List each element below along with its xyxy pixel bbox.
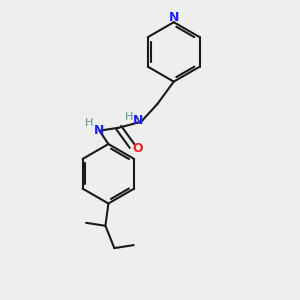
Text: N: N	[169, 11, 179, 24]
Text: H: H	[85, 118, 93, 128]
Text: H: H	[124, 112, 133, 122]
Text: O: O	[133, 142, 143, 155]
Text: N: N	[133, 114, 143, 127]
Text: N: N	[94, 124, 105, 137]
